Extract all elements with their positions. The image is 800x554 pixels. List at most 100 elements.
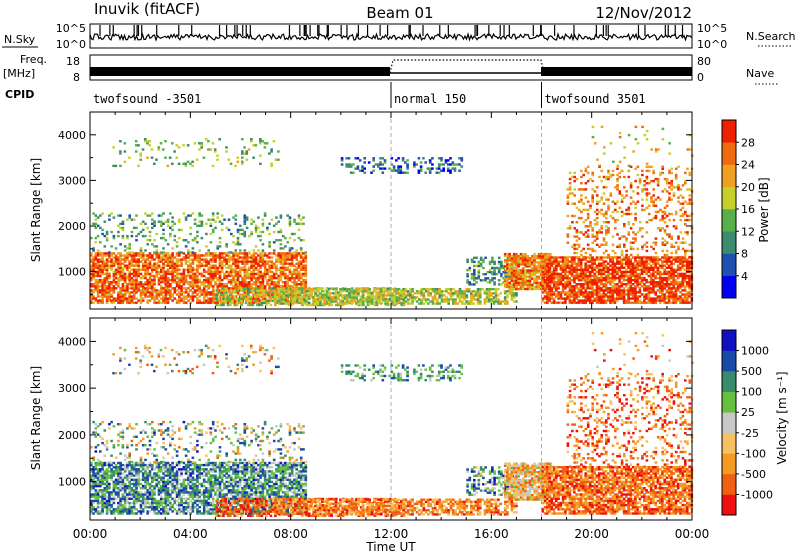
power-cell bbox=[121, 272, 125, 276]
power-cell bbox=[542, 252, 545, 256]
power-cell bbox=[146, 281, 149, 284]
power-cell bbox=[318, 300, 322, 303]
power-cell bbox=[153, 276, 156, 280]
power-cell bbox=[352, 298, 356, 301]
power-cell bbox=[577, 289, 581, 292]
power-cell bbox=[247, 291, 250, 294]
power-cell bbox=[472, 298, 475, 301]
power-cell bbox=[609, 276, 612, 280]
power-cell bbox=[510, 265, 514, 268]
power-cell bbox=[600, 287, 603, 290]
power-cell bbox=[490, 288, 493, 291]
power-cell bbox=[180, 293, 183, 296]
power-cell bbox=[533, 287, 536, 291]
power-cell bbox=[247, 289, 250, 292]
power-cell bbox=[409, 296, 412, 299]
power-cell bbox=[162, 297, 165, 300]
power-cell bbox=[153, 291, 156, 294]
power-cell bbox=[528, 275, 532, 278]
power-cell bbox=[279, 266, 283, 269]
power-cell bbox=[112, 301, 116, 304]
power-cell bbox=[244, 287, 248, 290]
power-cell bbox=[636, 274, 639, 278]
power-cell bbox=[339, 289, 343, 292]
power-cell bbox=[90, 272, 93, 276]
power-cell bbox=[447, 288, 450, 291]
power-cell bbox=[332, 296, 335, 299]
power-cell bbox=[269, 297, 273, 300]
power-cell bbox=[485, 294, 489, 297]
power-cell bbox=[243, 252, 247, 255]
power-cell bbox=[157, 256, 161, 259]
power-cell bbox=[162, 266, 165, 269]
power-cell bbox=[636, 295, 639, 298]
power-cell bbox=[479, 256, 483, 259]
power-cell bbox=[420, 302, 423, 305]
power-cell bbox=[440, 159, 443, 162]
power-cell bbox=[519, 287, 523, 291]
power-cell bbox=[436, 288, 439, 291]
power-cell bbox=[406, 167, 409, 170]
power-cell bbox=[251, 303, 255, 307]
power-cell bbox=[287, 302, 290, 305]
power-cell bbox=[483, 292, 487, 295]
power-cell bbox=[296, 301, 300, 305]
power-cell bbox=[223, 252, 226, 255]
power-cell bbox=[263, 287, 267, 290]
power-cell bbox=[561, 274, 565, 278]
power-cell bbox=[277, 252, 280, 255]
power-cell bbox=[488, 262, 492, 266]
power-cell bbox=[508, 263, 511, 266]
power-cell bbox=[391, 296, 394, 299]
power-cell bbox=[611, 268, 615, 271]
power-cell bbox=[607, 256, 610, 259]
power-cell bbox=[198, 214, 201, 217]
power-cell bbox=[290, 260, 294, 263]
power-cell bbox=[559, 297, 563, 300]
power-cell bbox=[286, 278, 289, 282]
power-cell bbox=[409, 290, 412, 293]
power-cell bbox=[391, 292, 394, 295]
power-cell bbox=[395, 288, 399, 291]
power-cell bbox=[178, 285, 181, 288]
power-cell bbox=[337, 303, 340, 307]
power-cell bbox=[548, 285, 551, 288]
power-cell bbox=[139, 249, 143, 252]
power-cell bbox=[241, 152, 244, 155]
power-cell bbox=[229, 303, 232, 307]
power-cell bbox=[110, 281, 113, 284]
power-cell bbox=[112, 260, 116, 263]
power-cell bbox=[541, 291, 545, 294]
power-cell bbox=[510, 273, 514, 276]
power-cell bbox=[402, 298, 405, 301]
power-cell bbox=[90, 276, 93, 280]
power-cell bbox=[564, 283, 567, 286]
power-cell bbox=[144, 212, 147, 215]
power-cell bbox=[550, 276, 554, 280]
power-cell bbox=[667, 293, 671, 296]
power-cell bbox=[422, 288, 426, 291]
power-cell bbox=[223, 218, 226, 221]
power-cell bbox=[144, 270, 147, 274]
power-cell bbox=[146, 268, 149, 271]
power-cell bbox=[236, 281, 240, 284]
power-cell bbox=[222, 303, 225, 307]
power-cell bbox=[126, 256, 129, 259]
power-cell bbox=[508, 255, 511, 258]
power-cell bbox=[591, 289, 594, 292]
power-cell bbox=[143, 138, 147, 141]
power-cell bbox=[239, 268, 242, 271]
power-cell bbox=[497, 288, 500, 291]
power-cell bbox=[224, 291, 227, 294]
power-cell bbox=[108, 256, 111, 259]
power-cell bbox=[220, 295, 224, 298]
power-cell bbox=[110, 258, 113, 261]
power-cell bbox=[191, 291, 195, 294]
power-cell bbox=[216, 247, 219, 250]
power-cell bbox=[463, 298, 466, 301]
power-cell bbox=[227, 272, 231, 276]
power-cell bbox=[609, 281, 612, 284]
power-cell bbox=[613, 272, 617, 276]
power-cell bbox=[634, 272, 637, 276]
power-cell bbox=[299, 260, 303, 263]
